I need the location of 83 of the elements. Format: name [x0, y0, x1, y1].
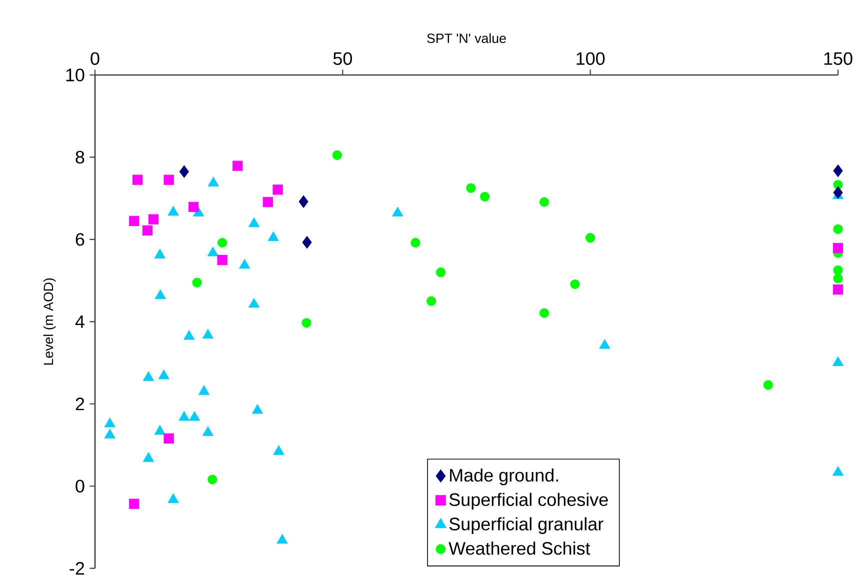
point: [168, 493, 179, 503]
point: [539, 197, 550, 207]
point: [833, 224, 843, 234]
point: [268, 232, 279, 242]
point: [164, 433, 174, 444]
x-tick-label: 100: [576, 52, 605, 65]
point: [208, 474, 218, 484]
point: [248, 218, 260, 228]
point: [154, 289, 166, 300]
point: [833, 164, 843, 178]
point: [599, 339, 610, 349]
legend-label: Superficial cohesive: [449, 492, 608, 510]
y-tick-label: -2: [70, 562, 84, 575]
point: [198, 385, 210, 395]
point: [129, 216, 140, 226]
point: [832, 243, 844, 254]
point: [332, 150, 342, 160]
point: [143, 452, 154, 462]
point: [302, 318, 312, 328]
point: [168, 206, 179, 216]
point: [586, 232, 596, 243]
point: [104, 418, 116, 428]
point: [833, 186, 843, 199]
point: [104, 428, 116, 438]
point: [833, 274, 843, 284]
point: [154, 248, 166, 258]
point: [143, 371, 154, 381]
point: [178, 411, 190, 421]
point: [298, 195, 308, 208]
y-axis-title: Level (m AOD): [43, 278, 56, 365]
point: [832, 466, 844, 476]
point: [273, 445, 284, 455]
point: [179, 165, 189, 178]
legend-label: Superficial granular: [449, 517, 604, 534]
y-tick-label: 2: [76, 398, 84, 410]
point: [832, 284, 844, 295]
point: [192, 278, 202, 288]
point: [202, 328, 214, 339]
point: [252, 404, 263, 414]
point: [392, 206, 404, 216]
point: [132, 174, 143, 185]
legend-label: Made ground.: [450, 468, 558, 486]
point: [833, 265, 843, 276]
point: [218, 238, 228, 248]
point: [164, 174, 174, 185]
point: [436, 268, 446, 278]
point: [158, 370, 170, 380]
x-tick-label: 50: [333, 52, 352, 65]
point: [763, 380, 773, 390]
y-tick-label: 4: [75, 315, 84, 328]
point: [202, 426, 214, 436]
point: [426, 296, 436, 306]
point: [832, 356, 844, 366]
point: [248, 298, 260, 308]
point: [217, 254, 228, 266]
point: [539, 308, 550, 318]
legend-label: Weathered Schist: [448, 542, 590, 555]
y-tick-label: 0: [76, 480, 84, 492]
point: [570, 279, 580, 290]
point: [184, 330, 195, 340]
point: [148, 214, 159, 224]
point: [208, 176, 219, 186]
x-tick-label: 150: [824, 52, 852, 65]
x-axis-title: SPT 'N' value: [427, 33, 506, 44]
point: [154, 425, 166, 435]
x-tick-label: 0: [90, 52, 100, 65]
point: [232, 160, 243, 171]
point: [189, 411, 200, 421]
point: [302, 236, 312, 249]
point: [262, 196, 273, 208]
point: [276, 534, 288, 544]
point: [142, 225, 153, 236]
point: [480, 192, 490, 202]
y-tick-label: 6: [76, 233, 84, 246]
point: [188, 202, 199, 212]
y-tick-label: 8: [76, 150, 84, 164]
point: [207, 246, 218, 256]
point: [272, 184, 283, 195]
point: [239, 259, 250, 269]
y-tick-label: 10: [66, 68, 84, 82]
point: [410, 238, 420, 248]
point: [466, 183, 476, 193]
point: [129, 498, 140, 509]
